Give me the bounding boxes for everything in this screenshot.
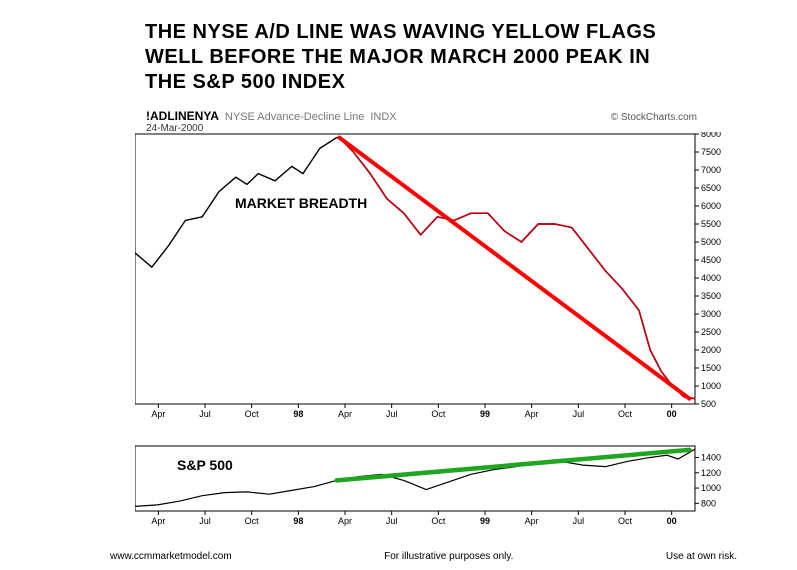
svg-text:Jul: Jul — [573, 409, 585, 419]
svg-text:Apr: Apr — [151, 516, 165, 526]
svg-text:MARKET BREADTH: MARKET BREADTH — [235, 195, 367, 211]
symbol: !ADLINENYA — [146, 109, 219, 123]
svg-text:4000: 4000 — [701, 273, 721, 283]
svg-text:2500: 2500 — [701, 327, 721, 337]
svg-text:1200: 1200 — [701, 468, 721, 478]
svg-text:Jul: Jul — [386, 516, 398, 526]
svg-text:Oct: Oct — [618, 516, 633, 526]
svg-text:Jul: Jul — [386, 409, 398, 419]
svg-text:98: 98 — [293, 516, 303, 526]
svg-text:Apr: Apr — [525, 516, 539, 526]
svg-text:Apr: Apr — [338, 409, 352, 419]
svg-text:1000: 1000 — [701, 381, 721, 391]
footer-risk: Use at own risk. — [666, 551, 737, 562]
svg-text:2000: 2000 — [701, 345, 721, 355]
svg-text:800: 800 — [701, 498, 716, 508]
svg-text:Oct: Oct — [431, 409, 446, 419]
svg-text:Apr: Apr — [525, 409, 539, 419]
svg-text:Oct: Oct — [245, 409, 260, 419]
index-label: INDX — [370, 111, 396, 123]
svg-text:7000: 7000 — [701, 165, 721, 175]
svg-text:S&P 500: S&P 500 — [177, 457, 233, 473]
footer-disclaimer: For illustrative purposes only. — [384, 551, 513, 562]
svg-text:3000: 3000 — [701, 309, 721, 319]
svg-text:Oct: Oct — [245, 516, 260, 526]
svg-text:5000: 5000 — [701, 237, 721, 247]
svg-text:500: 500 — [701, 399, 716, 409]
svg-text:Jul: Jul — [573, 516, 585, 526]
market-breadth-chart: 500 1000 1500 2000 2500 3000 3500 4000 4500 5000 5… — [135, 132, 775, 442]
chart-title: THE NYSE A/D LINE WAS WAVING YELLOW FLAG… — [145, 20, 665, 95]
svg-text:5500: 5500 — [701, 219, 721, 229]
footer-url: www.ccmmarketmodel.com — [110, 551, 232, 562]
svg-text:6000: 6000 — [701, 201, 721, 211]
svg-text:1500: 1500 — [701, 363, 721, 373]
chart-meta: !ADLINENYA NYSE Advance-Decline Line IND… — [146, 109, 757, 123]
symbol-name: NYSE Advance-Decline Line — [225, 111, 364, 123]
svg-text:00: 00 — [667, 516, 677, 526]
svg-text:3500: 3500 — [701, 291, 721, 301]
svg-text:99: 99 — [480, 516, 490, 526]
svg-text:6500: 6500 — [701, 183, 721, 193]
svg-text:Jul: Jul — [199, 409, 211, 419]
svg-text:8000: 8000 — [701, 132, 721, 139]
svg-text:1400: 1400 — [701, 452, 721, 462]
svg-text:1000: 1000 — [701, 483, 721, 493]
svg-text:Oct: Oct — [618, 409, 633, 419]
footer: www.ccmmarketmodel.com For illustrative … — [0, 551, 797, 562]
svg-text:Jul: Jul — [199, 516, 211, 526]
svg-text:Apr: Apr — [151, 409, 165, 419]
sp500-chart: 800 1000 1200 1400 Apr Jul Oct 98 Apr Jul Oct 99 Apr… — [135, 444, 775, 549]
svg-text:4500: 4500 — [701, 255, 721, 265]
svg-text:Apr: Apr — [338, 516, 352, 526]
svg-text:99: 99 — [480, 409, 490, 419]
svg-text:00: 00 — [667, 409, 677, 419]
svg-text:7500: 7500 — [701, 147, 721, 157]
svg-text:Oct: Oct — [431, 516, 446, 526]
svg-text:98: 98 — [293, 409, 303, 419]
chart-source: © StockCharts.com — [611, 112, 697, 123]
